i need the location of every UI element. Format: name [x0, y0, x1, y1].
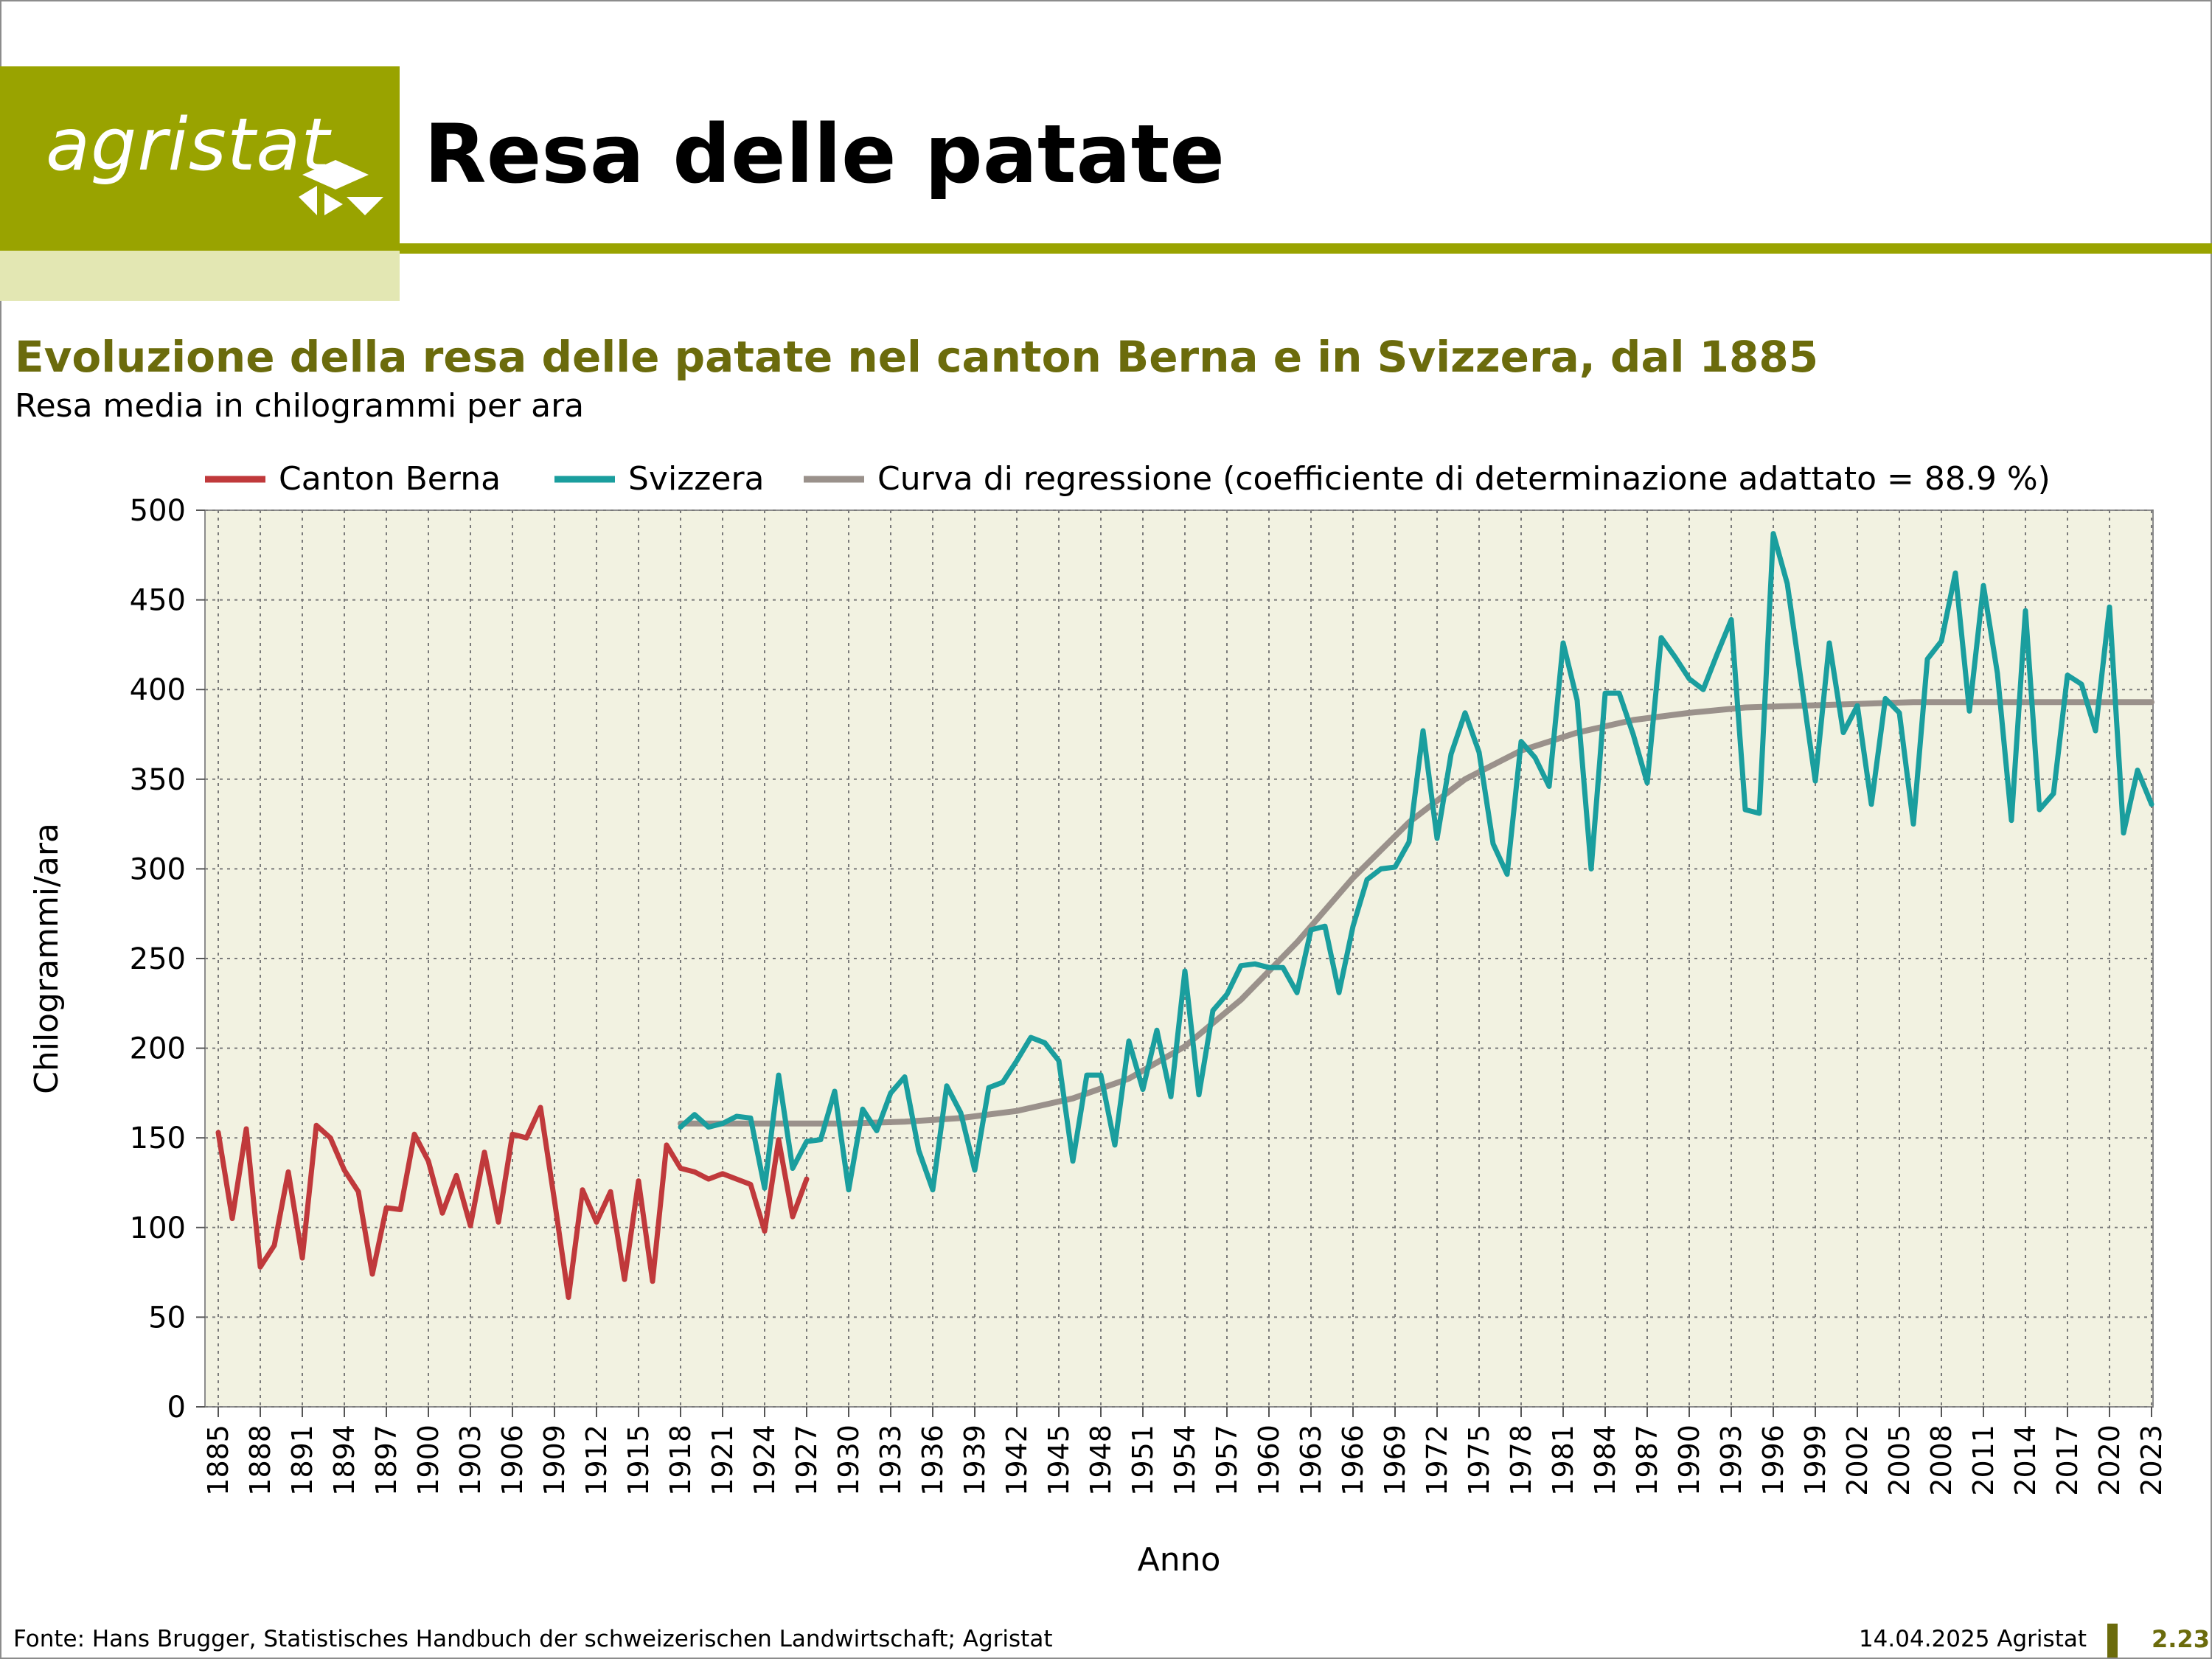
x-tick-label: 1900	[412, 1425, 445, 1496]
x-tick-label: 1894	[328, 1425, 361, 1496]
axes: 0 50 100 150 200 250 300 350 400 450 500 1885 1888 18…	[130, 494, 2168, 1496]
x-tick-label: 1948	[1085, 1425, 1117, 1496]
x-tick-label: 1936	[917, 1425, 949, 1496]
x-tick-label: 1951	[1127, 1425, 1159, 1496]
x-tick-label: 1939	[959, 1425, 991, 1496]
x-tick-label: 1960	[1253, 1425, 1285, 1496]
legend-label: Curva di regressione (coefficiente di de…	[877, 460, 2051, 498]
logo-text: agristat	[46, 103, 330, 187]
x-tick-label: 2020	[2093, 1425, 2126, 1496]
x-tick-label: 2005	[1883, 1425, 1916, 1496]
x-tick-label: 1903	[454, 1425, 487, 1496]
x-tick-label: 2014	[2009, 1425, 2042, 1496]
footer-source: Fonte: Hans Brugger, Statistisches Handb…	[13, 1626, 1053, 1652]
chart-description: Resa media in chilogrammi per ara	[15, 387, 585, 425]
x-tick-label: 1897	[370, 1425, 403, 1496]
x-tick-label: 1891	[286, 1425, 319, 1496]
x-tick-label: 1963	[1295, 1425, 1327, 1496]
x-tick-label: 1918	[664, 1425, 697, 1496]
x-tick-label: 1930	[832, 1425, 865, 1496]
x-tick-label: 2002	[1841, 1425, 1874, 1496]
x-tick-label: 1981	[1547, 1425, 1579, 1496]
x-tick-label: 1957	[1211, 1425, 1243, 1496]
legend: Canton Berna Svizzera Curva di regressione…	[205, 460, 2051, 498]
y-tick-label: 250	[130, 942, 186, 976]
y-tick-label: 150	[130, 1121, 186, 1155]
footer-divider	[2107, 1624, 2118, 1658]
x-tick-label: 1885	[202, 1425, 234, 1496]
chart-subtitle: Evoluzione della resa delle patate nel c…	[15, 332, 1819, 382]
x-tick-label: 1915	[622, 1425, 655, 1496]
x-tick-label: 1978	[1505, 1425, 1537, 1496]
x-tick-label: 1927	[790, 1425, 823, 1496]
y-tick-label: 350	[130, 763, 186, 797]
y-tick-label: 0	[167, 1391, 186, 1425]
x-tick-label: 1999	[1799, 1425, 1832, 1496]
x-tick-label: 1906	[496, 1425, 529, 1496]
series-layer	[215, 531, 2154, 1301]
page-title: Resa delle patate	[424, 107, 1225, 201]
y-tick-label: 450	[130, 584, 186, 618]
x-tick-label: 2008	[1925, 1425, 1958, 1496]
x-tick-label: 1996	[1757, 1425, 1790, 1496]
x-tick-label: 1924	[748, 1425, 781, 1496]
x-axis-label: Anno	[1138, 1541, 1221, 1579]
x-tick-label: 1945	[1043, 1425, 1075, 1496]
x-tick-label: 1954	[1169, 1425, 1201, 1496]
x-tick-label: 1933	[874, 1425, 907, 1496]
series-line-canton-berna	[215, 1105, 810, 1301]
y-tick-label: 400	[130, 673, 186, 707]
x-tick-label: 1966	[1337, 1425, 1369, 1496]
footer-date: 14.04.2025 Agristat	[1858, 1626, 2087, 1652]
x-tick-label: 1993	[1715, 1425, 1747, 1496]
logo-mark-icon	[299, 160, 383, 215]
y-tick-label: 300	[130, 852, 186, 886]
y-tick-label: 200	[130, 1032, 186, 1066]
legend-label: Canton Berna	[279, 460, 501, 498]
x-tick-label: 2023	[2135, 1425, 2168, 1496]
x-tick-label: 1972	[1421, 1425, 1453, 1496]
page-number: 2.23	[2152, 1625, 2210, 1653]
header-rule	[400, 243, 2212, 254]
x-tick-label: 1969	[1379, 1425, 1411, 1496]
x-tick-label: 1990	[1673, 1425, 1705, 1496]
series-line-svizzera	[678, 531, 2154, 1193]
legend-label: Svizzera	[628, 460, 765, 498]
x-tick-label: 1888	[244, 1425, 276, 1496]
chart: 0 50 100 150 200 250 300 350 400 450 500 1885 1888 18…	[28, 460, 2168, 1579]
logo-box	[0, 66, 400, 251]
x-tick-label: 1912	[580, 1425, 613, 1496]
logo-accent-block	[0, 251, 400, 301]
x-tick-label: 1975	[1463, 1425, 1495, 1496]
x-tick-label: 1984	[1589, 1425, 1621, 1496]
x-tick-label: 2017	[2051, 1425, 2084, 1496]
x-tick-label: 2011	[1967, 1425, 2000, 1496]
y-axis-label: Chilogrammi/ara	[28, 823, 66, 1094]
x-tick-label: 1909	[538, 1425, 571, 1496]
y-tick-label: 500	[130, 494, 186, 528]
x-tick-label: 1921	[706, 1425, 739, 1496]
x-tick-label: 1987	[1631, 1425, 1663, 1496]
y-tick-label: 50	[148, 1301, 186, 1335]
x-tick-label: 1942	[1001, 1425, 1033, 1496]
y-tick-label: 100	[130, 1211, 186, 1245]
